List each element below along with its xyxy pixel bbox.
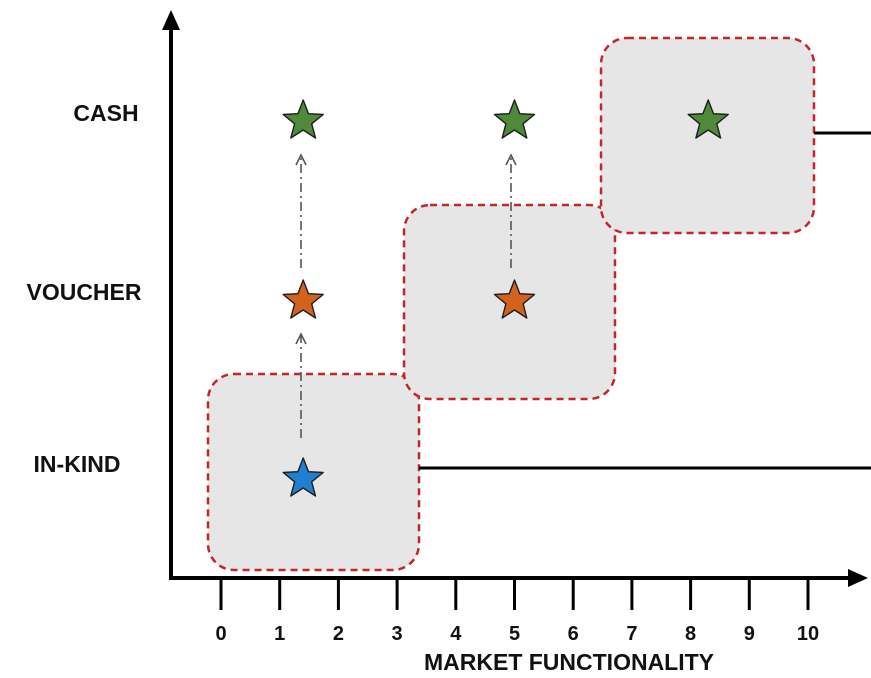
transition-arrow-voucher-to-cash-low	[295, 153, 307, 268]
x-tick-label: 0	[215, 623, 226, 645]
x-tick-label: 6	[568, 623, 579, 645]
x-axis-title: MARKET FUNCTIONALITY	[424, 649, 714, 675]
voucher-star-icon	[493, 279, 536, 319]
cash-region-box	[599, 36, 816, 235]
transition-arrow-voucher-to-cash-mid	[505, 153, 517, 268]
x-tick-label: 5	[509, 623, 520, 645]
transition-arrow-inkind-to-voucher	[295, 332, 307, 438]
in-kind-star-icon	[282, 457, 324, 497]
x-tick-label: 1	[274, 623, 285, 645]
x-axis-arrow	[848, 569, 868, 587]
y-label-cash: CASH	[73, 100, 138, 126]
cash-star-icon	[282, 99, 324, 139]
y-label-voucher: VOUCHER	[26, 279, 141, 305]
cash-star-icon	[493, 99, 536, 139]
x-tick-label: 7	[626, 623, 637, 645]
y-label-inkind: IN-KIND	[34, 451, 121, 477]
voucher-star-icon	[282, 279, 324, 319]
x-tick-label: 2	[333, 623, 344, 645]
cash-star-icon	[687, 99, 729, 139]
x-tick-label: 3	[392, 623, 403, 645]
x-tick-label: 10	[797, 623, 819, 645]
x-tick-label: 9	[744, 623, 755, 645]
x-axis-ticks: 0 1 2 3 4 5 6 7 8 9 10	[215, 580, 819, 645]
x-tick-label: 8	[685, 623, 696, 645]
y-axis-arrow	[162, 10, 180, 30]
x-tick-label: 4	[450, 623, 462, 645]
stars-layer	[282, 99, 729, 497]
